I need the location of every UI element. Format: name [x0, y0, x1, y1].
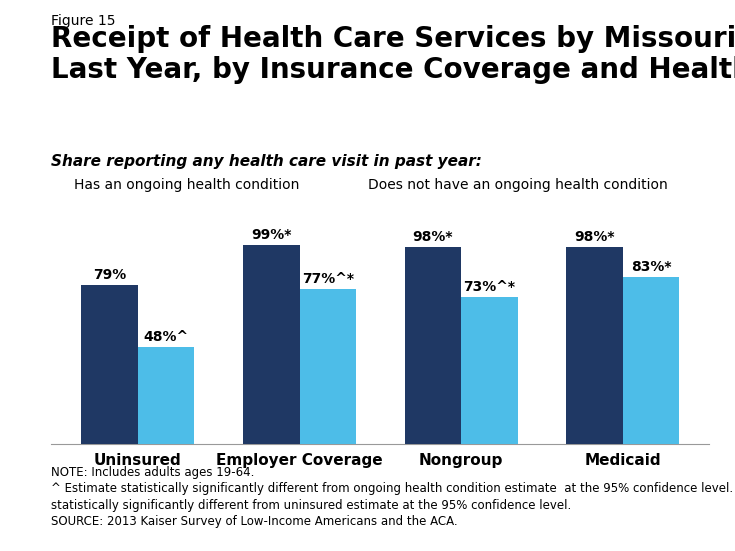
- Bar: [243, 245, 300, 444]
- Text: 98%*: 98%*: [574, 230, 614, 244]
- Bar: [623, 277, 679, 444]
- Text: 98%*: 98%*: [412, 230, 453, 244]
- Text: THE HENRY J.: THE HENRY J.: [641, 480, 693, 487]
- Text: FOUNDATION: FOUNDATION: [638, 527, 696, 536]
- Text: Figure 15: Figure 15: [51, 14, 116, 28]
- Text: 77%^*: 77%^*: [302, 272, 354, 287]
- Text: NOTE: Includes adults ages 19-64.: NOTE: Includes adults ages 19-64.: [51, 466, 255, 479]
- Text: Receipt of Health Care Services by Missouri Adults in the
Last Year, by Insuranc: Receipt of Health Care Services by Misso…: [51, 25, 735, 84]
- Text: Does not have an ongoing health condition: Does not have an ongoing health conditio…: [368, 177, 667, 192]
- Text: Has an ongoing health condition: Has an ongoing health condition: [74, 177, 299, 192]
- Text: SOURCE: 2013 Kaiser Survey of Low-Income Americans and the ACA.: SOURCE: 2013 Kaiser Survey of Low-Income…: [51, 515, 458, 528]
- Text: 73%^*: 73%^*: [464, 280, 515, 294]
- Bar: [138, 347, 195, 444]
- Bar: [300, 289, 356, 444]
- Bar: [566, 247, 623, 444]
- Text: KAISER: KAISER: [636, 492, 698, 507]
- Text: statistically significantly different from uninsured estimate at the 95% confide: statistically significantly different fr…: [51, 499, 572, 512]
- Text: 99%*: 99%*: [251, 228, 292, 242]
- Bar: [82, 285, 138, 444]
- Text: ^ Estimate statistically significantly different from ongoing health condition e: ^ Estimate statistically significantly d…: [51, 482, 735, 495]
- Text: FAMILY: FAMILY: [644, 510, 690, 522]
- Text: Share reporting any health care visit in past year:: Share reporting any health care visit in…: [51, 154, 482, 169]
- Text: 83%*: 83%*: [631, 260, 671, 274]
- Bar: [461, 298, 517, 444]
- Bar: [404, 247, 461, 444]
- Text: 48%^: 48%^: [143, 331, 189, 344]
- Text: 79%: 79%: [93, 268, 126, 282]
